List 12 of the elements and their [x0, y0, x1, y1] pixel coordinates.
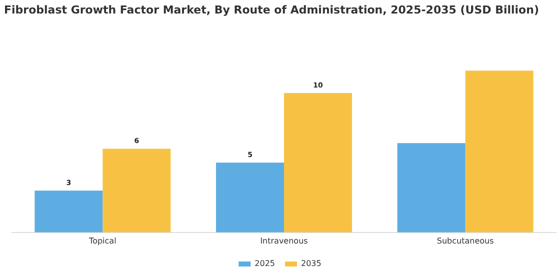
bar — [284, 92, 352, 232]
x-tick-label: Intravenous — [260, 236, 308, 246]
bar — [34, 190, 103, 232]
bar — [102, 148, 171, 232]
chart-title: Fibroblast Growth Factor Market, By Route of Administration, 2025-2035 (USD Billion) — [4, 3, 539, 16]
bar — [397, 143, 466, 232]
x-tick-label: Subcutaneous — [436, 236, 494, 246]
bar — [216, 162, 284, 232]
legend-label: 2035 — [301, 259, 322, 268]
bar — [465, 70, 534, 232]
x-tick-label: Topical — [88, 236, 116, 246]
legend-label: 2025 — [254, 259, 275, 268]
